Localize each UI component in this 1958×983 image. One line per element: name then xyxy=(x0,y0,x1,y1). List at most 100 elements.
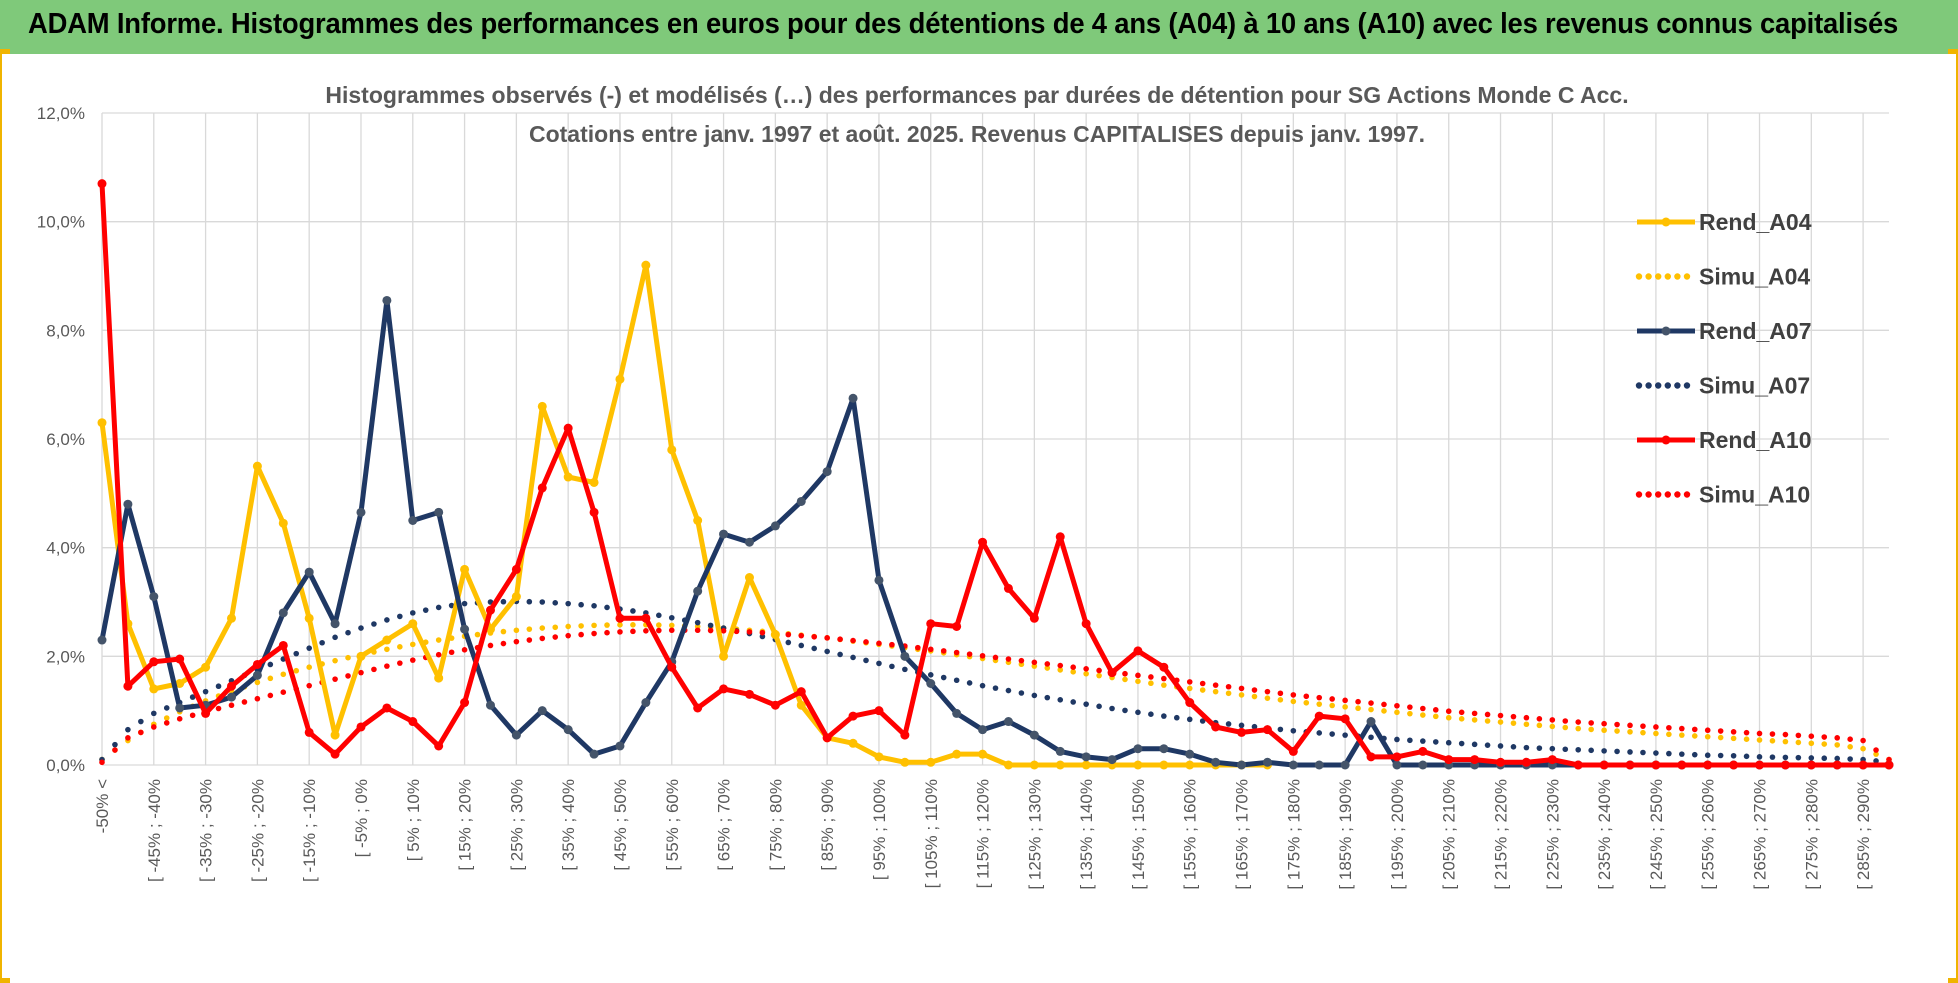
point-Rend_A07 xyxy=(382,295,392,305)
y-tick-label: 12,0% xyxy=(37,104,85,123)
point-Simu_A04 xyxy=(1432,713,1439,720)
point-Simu_A07 xyxy=(1083,701,1089,707)
point-Simu_A10 xyxy=(1316,694,1323,701)
point-Simu_A10 xyxy=(1614,721,1620,728)
x-tick-label: [ -15% ; -10% xyxy=(300,779,319,882)
x-tick-label: [ 85% ; 90% xyxy=(818,779,837,871)
point-Rend_A10 xyxy=(434,741,444,751)
point-Simu_A10 xyxy=(1420,705,1426,712)
point-Simu_A07 xyxy=(656,612,662,619)
point-Simu_A10 xyxy=(306,682,312,689)
point-Rend_A10 xyxy=(1211,722,1221,732)
point-Simu_A10 xyxy=(668,627,675,634)
point-Simu_A10 xyxy=(1601,720,1607,727)
point-Simu_A07 xyxy=(798,642,805,649)
point-Simu_A10 xyxy=(1225,683,1232,690)
point-Simu_A10 xyxy=(1588,720,1594,726)
point-Rend_A10 xyxy=(511,564,521,574)
point-Simu_A10 xyxy=(1640,723,1646,729)
point-Rend_A10 xyxy=(770,700,780,710)
legend-swatch xyxy=(1683,382,1691,389)
point-Simu_A04 xyxy=(1225,690,1232,697)
point-Rend_A07 xyxy=(1392,760,1402,770)
point-Simu_A10 xyxy=(176,716,183,722)
point-Rend_A07 xyxy=(1185,749,1195,759)
chart-title-line1: Histogrammes observés (-) et modélisés (… xyxy=(325,82,1628,108)
point-Rend_A10 xyxy=(1729,760,1739,770)
point-Simu_A07 xyxy=(319,639,325,646)
point-Simu_A10 xyxy=(1199,680,1206,687)
point-Simu_A10 xyxy=(1290,692,1297,698)
point-Simu_A10 xyxy=(461,647,468,653)
y-tick-label: 4,0% xyxy=(46,539,85,558)
point-Rend_A07 xyxy=(770,521,780,531)
point-Simu_A07 xyxy=(1148,711,1154,717)
point-Simu_A07 xyxy=(1523,744,1530,751)
point-Simu_A04 xyxy=(1847,743,1853,750)
legend-swatch xyxy=(1683,273,1691,280)
legend-swatch xyxy=(1674,491,1681,498)
y-tick-label: 8,0% xyxy=(46,321,85,340)
point-Simu_A10 xyxy=(824,635,830,641)
point-Simu_A10 xyxy=(371,666,377,673)
point-Rend_A04 xyxy=(952,749,962,759)
point-Simu_A10 xyxy=(1756,730,1763,737)
point-Simu_A10 xyxy=(1769,731,1776,737)
legend-swatch xyxy=(1635,382,1643,389)
point-Rend_A04 xyxy=(460,564,470,574)
point-Simu_A04 xyxy=(1704,733,1711,740)
point-Rend_A10 xyxy=(563,423,573,433)
point-Simu_A04 xyxy=(1316,701,1323,707)
point-Simu_A10 xyxy=(215,705,222,712)
point-Rend_A10 xyxy=(589,507,599,517)
point-Rend_A04 xyxy=(667,445,677,455)
point-Simu_A10 xyxy=(487,642,494,649)
point-Simu_A10 xyxy=(1653,724,1659,730)
point-Simu_A10 xyxy=(1445,708,1452,715)
point-Simu_A07 xyxy=(1497,743,1504,749)
point-Simu_A10 xyxy=(99,759,105,766)
point-Rend_A10 xyxy=(1780,760,1790,770)
point-Simu_A10 xyxy=(526,637,533,643)
x-tick-label: [ 265% ; 270% xyxy=(1751,779,1770,890)
point-Rend_A10 xyxy=(1832,760,1842,770)
point-Simu_A07 xyxy=(811,645,818,652)
point-Simu_A10 xyxy=(435,651,442,658)
point-Rend_A10 xyxy=(1029,613,1039,623)
point-Simu_A04 xyxy=(1536,722,1543,729)
point-Rend_A10 xyxy=(97,179,107,189)
point-Simu_A07 xyxy=(1640,749,1646,756)
point-Rend_A04 xyxy=(796,700,806,710)
legend-item-Rend_A04: Rend_A04 xyxy=(1637,209,1812,235)
point-Rend_A07 xyxy=(434,507,444,517)
point-Simu_A10 xyxy=(1471,710,1478,717)
point-Rend_A10 xyxy=(304,727,314,737)
x-tick-label: [ 235% ; 240% xyxy=(1595,779,1614,890)
point-Rend_A10 xyxy=(330,749,340,759)
point-Simu_A07 xyxy=(578,601,584,608)
point-Rend_A07 xyxy=(511,730,521,740)
point-Simu_A10 xyxy=(798,632,805,639)
point-Simu_A10 xyxy=(1562,718,1569,724)
point-Rend_A10 xyxy=(123,681,133,691)
point-Simu_A07 xyxy=(1096,703,1102,710)
point-Rend_A07 xyxy=(796,496,806,506)
x-tick-label: [ 5% ; 10% xyxy=(404,779,423,861)
point-Simu_A07 xyxy=(163,705,170,711)
point-Simu_A10 xyxy=(966,651,973,657)
point-Simu_A04 xyxy=(1057,667,1064,673)
point-Rend_A10 xyxy=(926,619,936,629)
point-Rend_A04 xyxy=(1185,760,1195,770)
point-Simu_A10 xyxy=(707,627,714,634)
point-Rend_A10 xyxy=(408,717,418,727)
x-tick-label: [ 285% ; 290% xyxy=(1854,779,1873,890)
point-Simu_A10 xyxy=(1795,732,1802,739)
point-Simu_A10 xyxy=(267,692,274,699)
point-Simu_A04 xyxy=(293,667,300,674)
point-Simu_A07 xyxy=(1743,753,1750,760)
point-Simu_A07 xyxy=(1251,723,1258,730)
point-Simu_A04 xyxy=(397,644,403,650)
point-Simu_A04 xyxy=(1148,680,1154,687)
point-Rend_A10 xyxy=(537,483,547,493)
point-Rend_A07 xyxy=(615,741,625,751)
